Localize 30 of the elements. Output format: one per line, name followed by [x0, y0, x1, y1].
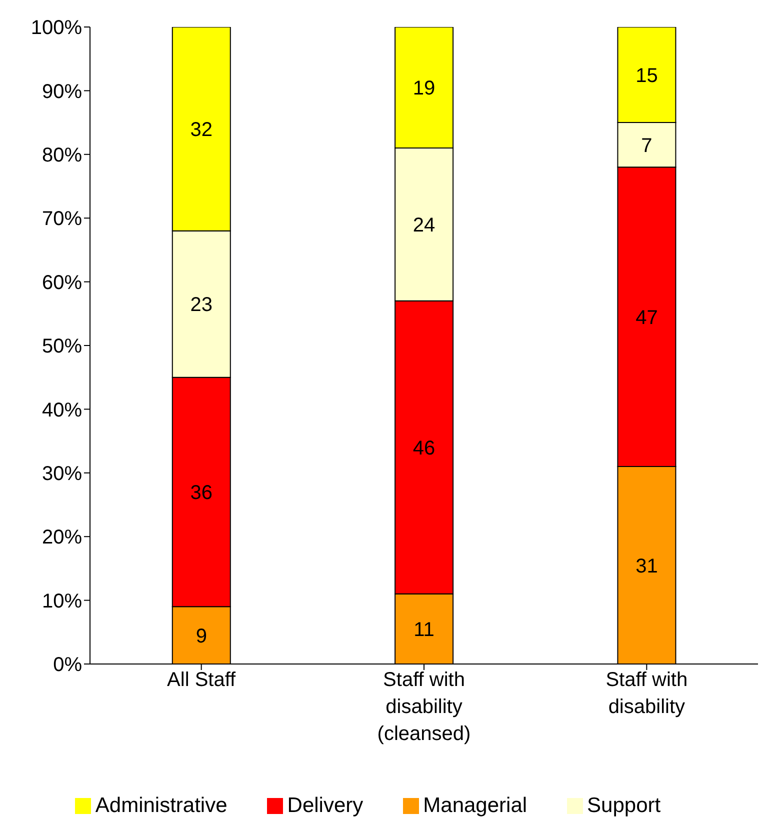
data-label: 15 — [636, 64, 658, 87]
y-tick-label: 80% — [42, 144, 82, 166]
data-label: 24 — [412, 214, 436, 237]
y-tick-label: 30% — [42, 463, 82, 485]
legend-label: Delivery — [287, 794, 364, 817]
data-label: 31 — [636, 555, 658, 578]
y-tick-label: 0% — [53, 654, 82, 676]
data-label: 11 — [414, 619, 434, 642]
y-tick-label: 20% — [42, 526, 82, 549]
data-label: 19 — [412, 78, 436, 100]
data-label: 46 — [412, 438, 436, 460]
legend-label: Managerial — [423, 794, 528, 817]
data-label: 9 — [196, 625, 207, 648]
x-tick-label: Staff with disability (cleansed) — [377, 669, 471, 745]
y-tick-label: 40% — [42, 399, 82, 422]
legend-label: Administrative — [95, 794, 228, 817]
data-label: 7 — [641, 134, 652, 157]
data-label: 23 — [190, 294, 213, 316]
x-tick-label: All Staff — [167, 669, 236, 691]
data-label: 36 — [190, 482, 213, 504]
y-tick-label: 90% — [42, 80, 82, 103]
y-tick-label: 100% — [30, 17, 82, 40]
legend-label: Support — [587, 794, 661, 817]
y-tick-label: 60% — [42, 272, 82, 294]
y-tick-label: 10% — [42, 590, 82, 612]
y-tick-label: 70% — [42, 208, 82, 230]
x-tick-label: Staff with disability — [606, 669, 688, 718]
data-label: 32 — [190, 119, 213, 142]
data-label: 47 — [636, 306, 658, 329]
y-tick-label: 50% — [42, 336, 82, 358]
